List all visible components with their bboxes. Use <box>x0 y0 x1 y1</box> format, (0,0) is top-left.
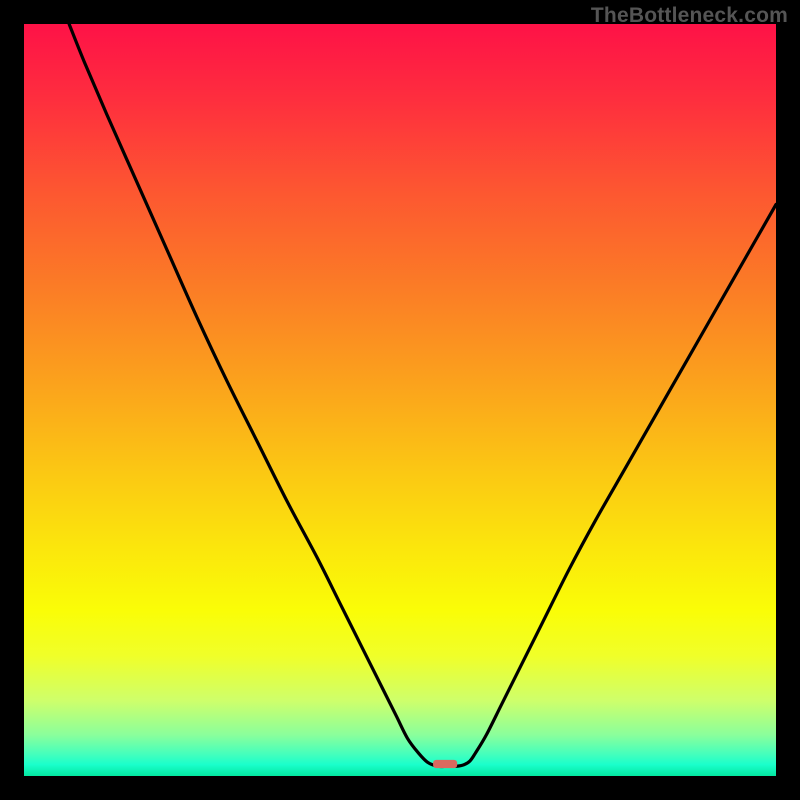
watermark-text: TheBottleneck.com <box>591 4 788 28</box>
chart-container: { "watermark": "TheBottleneck.com", "cha… <box>0 0 800 800</box>
trough-marker <box>433 760 457 768</box>
bottleneck-chart <box>0 0 800 800</box>
